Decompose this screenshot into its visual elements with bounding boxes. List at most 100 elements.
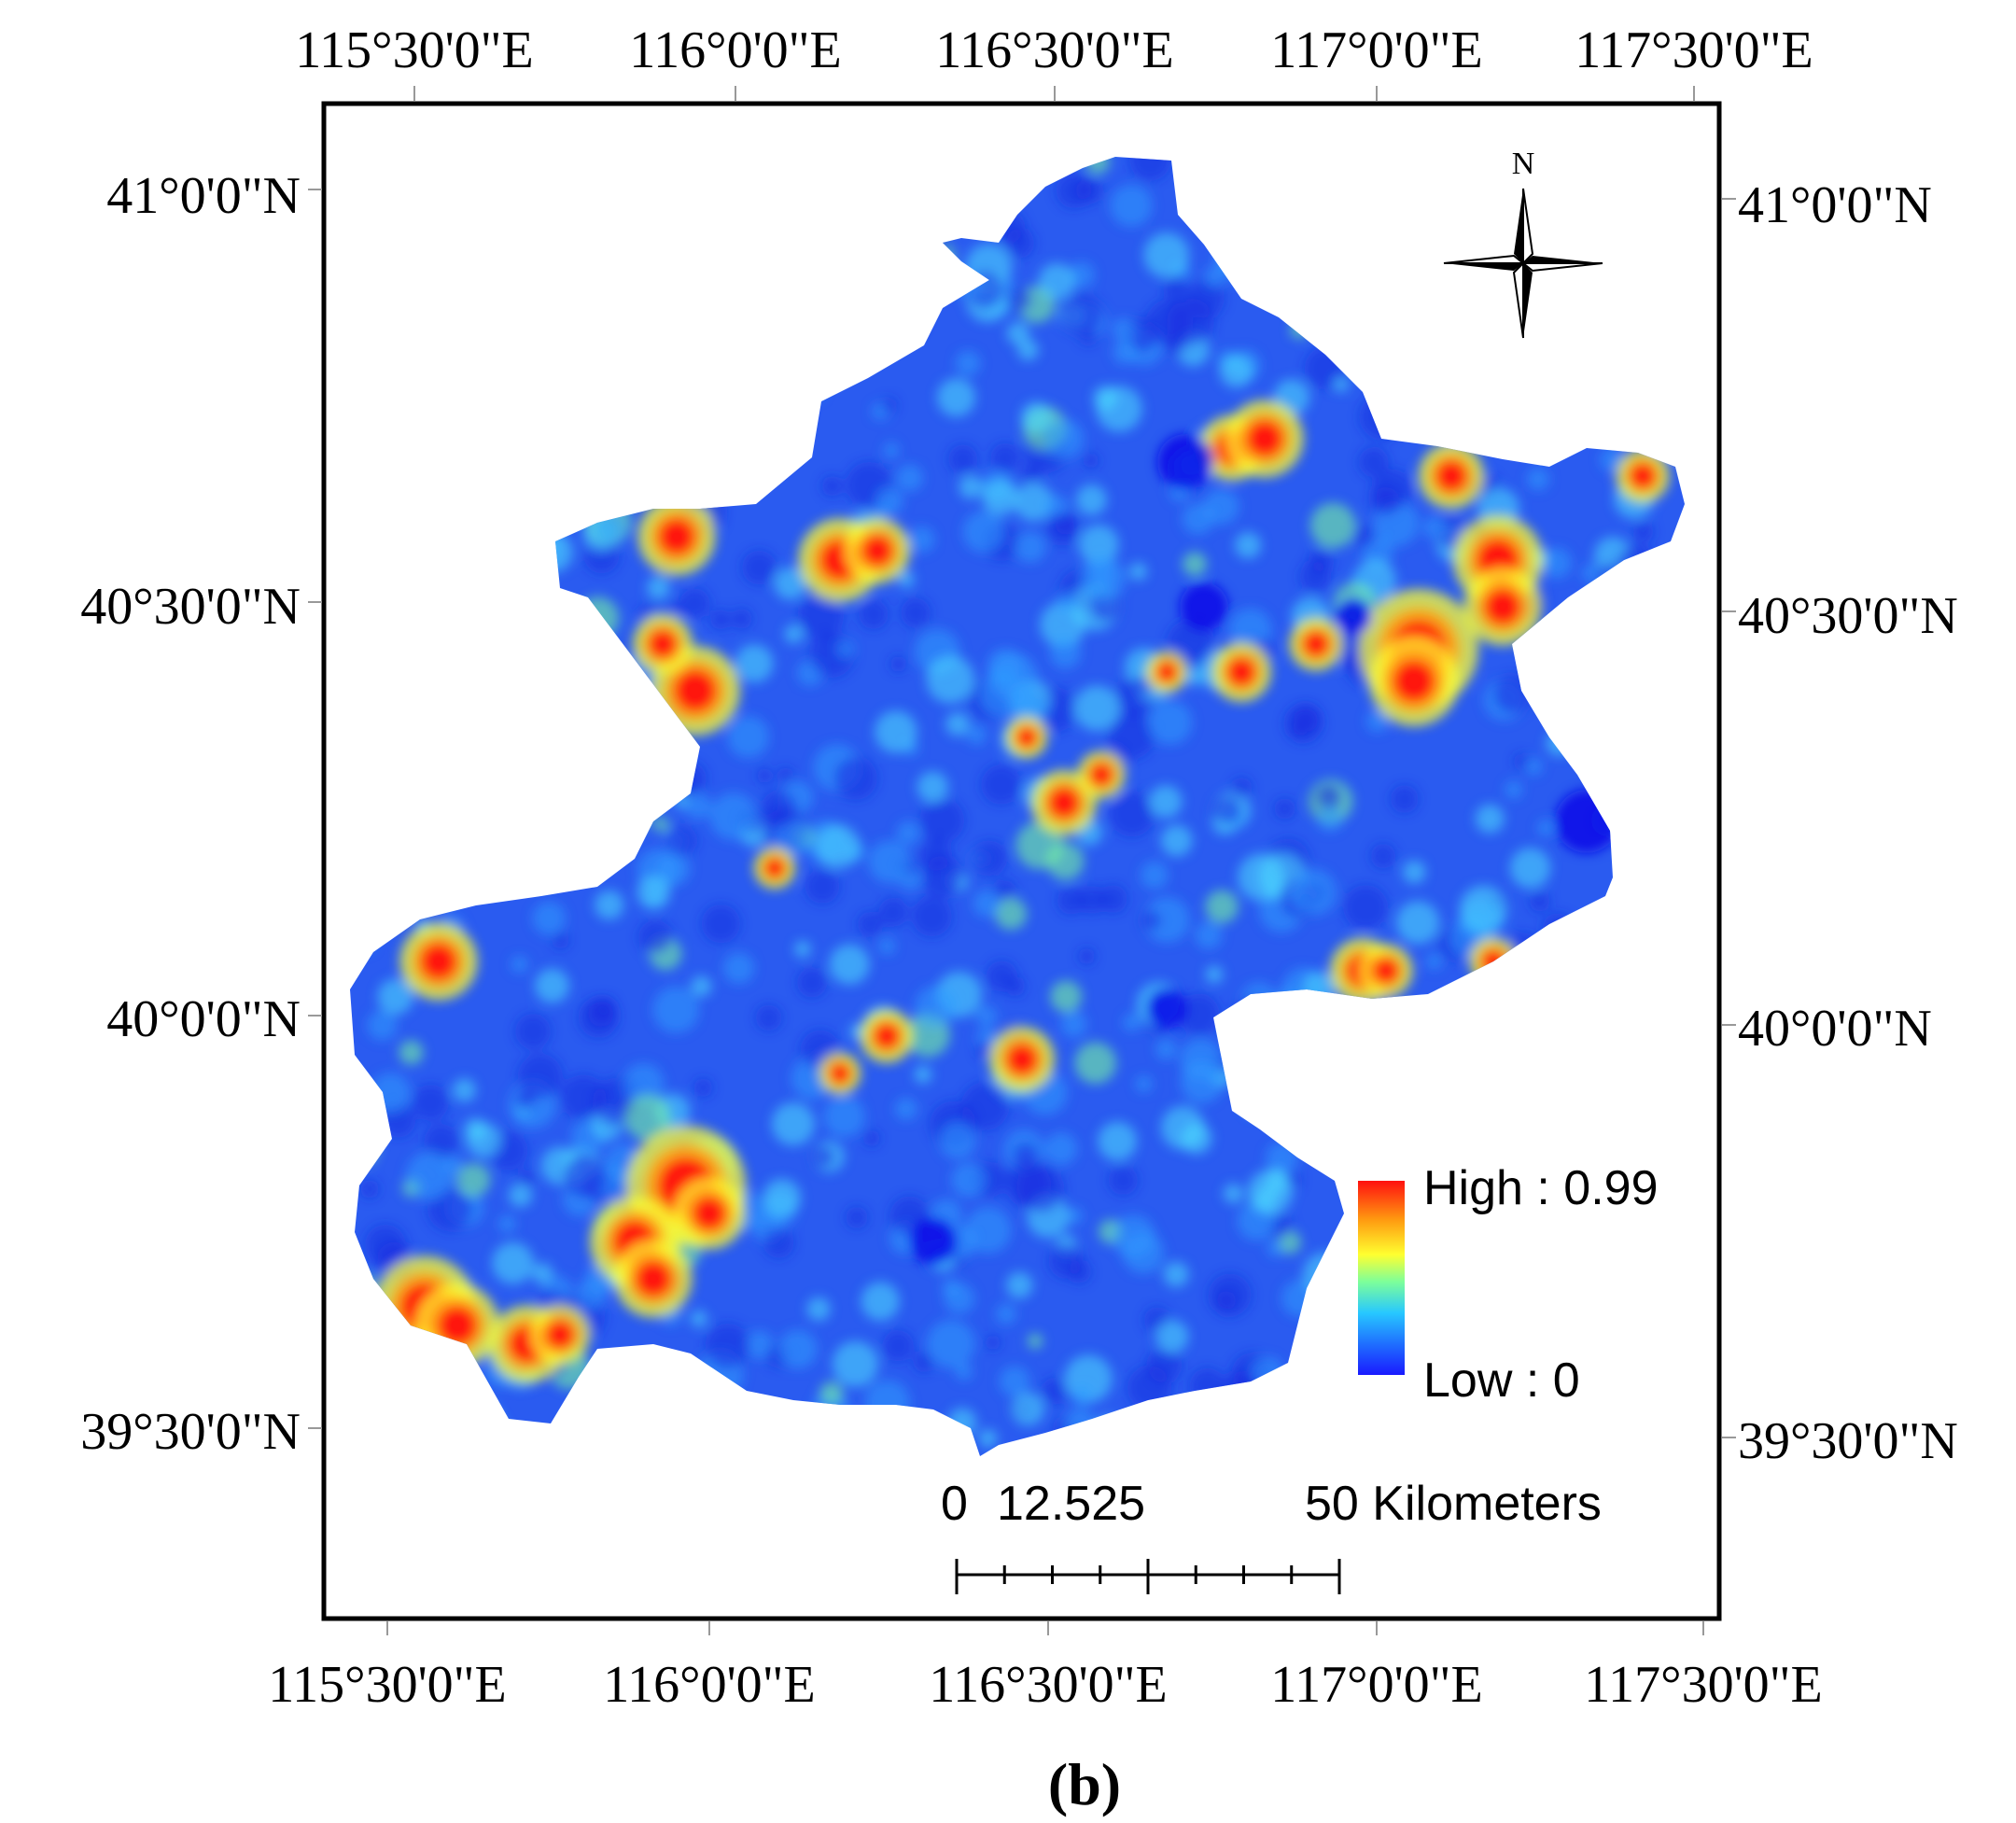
raster-cell: [531, 1262, 553, 1284]
raster-cell: [649, 630, 677, 658]
raster-cell: [623, 1063, 665, 1105]
graticule-ticks: [308, 86, 1736, 1635]
raster-cell: [1167, 619, 1214, 666]
raster-cell: [1057, 592, 1077, 612]
raster-cell: [1632, 521, 1654, 542]
raster-cell: [806, 1297, 831, 1322]
raster-cell: [1078, 885, 1107, 915]
left-lat-label: 40°30'0"N: [80, 578, 301, 636]
raster-cell: [1014, 482, 1054, 522]
raster-cell: [1211, 795, 1242, 826]
raster-cell: [693, 1197, 726, 1230]
raster-cell: [883, 442, 900, 459]
scale-mid-label: 12.525: [997, 1477, 1145, 1531]
raster-cell: [945, 712, 970, 736]
raster-cell: [1303, 631, 1329, 657]
raster-cell: [1505, 780, 1523, 799]
raster-cell: [1425, 953, 1443, 970]
raster-cell: [1078, 947, 1096, 965]
left-latitude-labels: 41°0'0"N 40°30'0"N 40°0'0"N 39°30'0"N: [80, 167, 301, 1461]
raster-cell: [964, 1206, 1012, 1254]
raster-cell: [812, 1145, 835, 1169]
raster-cell: [635, 1260, 672, 1297]
raster-cell: [1056, 173, 1092, 209]
raster-cell: [552, 932, 569, 949]
raster-cell: [755, 1004, 782, 1031]
raster-cell: [1350, 523, 1376, 549]
raster-cell: [1149, 785, 1183, 819]
raster-cell: [637, 875, 671, 909]
raster-cell: [534, 968, 570, 1003]
raster-cell: [1004, 228, 1035, 259]
legend: High : 0.99 Low : 0: [1358, 1161, 1659, 1408]
raster-cell: [763, 1227, 794, 1258]
top-lon-label: 115°30'0"E: [295, 21, 533, 79]
bottom-longitude-labels: 115°30'0"E 116°0'0"E 116°30'0"E 117°0'0"…: [268, 1656, 1822, 1714]
raster-cell: [955, 1363, 973, 1381]
raster-cell: [962, 511, 1004, 553]
raster-cell: [575, 1279, 607, 1310]
raster-cell: [1016, 727, 1037, 748]
raster-cell: [710, 609, 731, 630]
raster-cell: [1370, 486, 1399, 516]
raster-cell: [972, 840, 1008, 876]
raster-cell: [456, 1163, 491, 1198]
bottom-lon-label: 116°0'0"E: [603, 1656, 815, 1714]
raster-cell: [674, 669, 717, 712]
raster-cell: [815, 824, 861, 869]
raster-cell: [1017, 339, 1039, 361]
raster-cell: [1182, 552, 1208, 577]
raster-cell: [1099, 885, 1127, 914]
raster-cell: [911, 896, 952, 937]
scale-bar-labels: 0 12.525 50 Kilometers: [941, 1477, 1602, 1531]
raster-cell: [1074, 1042, 1117, 1085]
raster-cell: [1041, 1378, 1069, 1405]
raster-cell: [926, 1319, 975, 1368]
raster-cell: [1274, 798, 1295, 820]
legend-high-label: High : 0.99: [1423, 1161, 1659, 1215]
raster-cell: [919, 837, 952, 871]
raster-cell: [1060, 293, 1103, 336]
raster-cell: [1156, 662, 1177, 682]
raster-cell: [1083, 453, 1099, 469]
raster-cell: [1109, 791, 1155, 837]
raster-cell: [896, 820, 920, 845]
raster-cell: [771, 1102, 815, 1146]
raster-cell: [1475, 804, 1505, 834]
raster-cell: [1459, 885, 1507, 933]
raster-cell: [1581, 563, 1601, 582]
raster-cell: [874, 1023, 900, 1049]
raster-cell: [1015, 1164, 1065, 1213]
bottom-lon-label: 115°30'0"E: [268, 1656, 506, 1714]
left-lat-label: 39°30'0"N: [80, 1403, 301, 1461]
raster-cell: [1146, 988, 1187, 1029]
raster-cell: [796, 967, 828, 998]
raster-cell: [861, 535, 893, 567]
raster-cell: [1219, 354, 1253, 388]
raster-cell: [1317, 806, 1343, 832]
raster-cell: [1006, 321, 1030, 345]
raster-cell: [563, 1155, 606, 1198]
raster-cell: [515, 1014, 552, 1050]
raster-cell: [1267, 1240, 1284, 1257]
right-lat-label: 39°30'0"N: [1738, 1412, 1958, 1470]
raster-cell: [1005, 286, 1033, 314]
raster-cell: [756, 767, 773, 784]
raster-cell: [875, 487, 903, 515]
raster-cell: [1043, 418, 1085, 459]
legend-color-ramp: [1358, 1181, 1405, 1375]
raster-cell: [1143, 231, 1190, 278]
raster-cell: [367, 1010, 398, 1041]
raster-cell: [690, 1310, 707, 1327]
top-lon-label: 116°0'0"E: [629, 21, 841, 79]
raster-cell: [1079, 328, 1098, 345]
raster-cell: [999, 1366, 1030, 1397]
raster-cell: [399, 1040, 424, 1065]
raster-cell: [1040, 601, 1086, 648]
raster-cell: [1238, 853, 1285, 902]
raster-cell: [1393, 660, 1435, 703]
top-longitude-labels: 115°30'0"E 116°0'0"E 116°30'0"E 117°0'0"…: [295, 21, 1813, 79]
raster-cell: [951, 1162, 987, 1198]
raster-cell: [777, 767, 793, 783]
raster-cell: [1027, 1333, 1043, 1349]
